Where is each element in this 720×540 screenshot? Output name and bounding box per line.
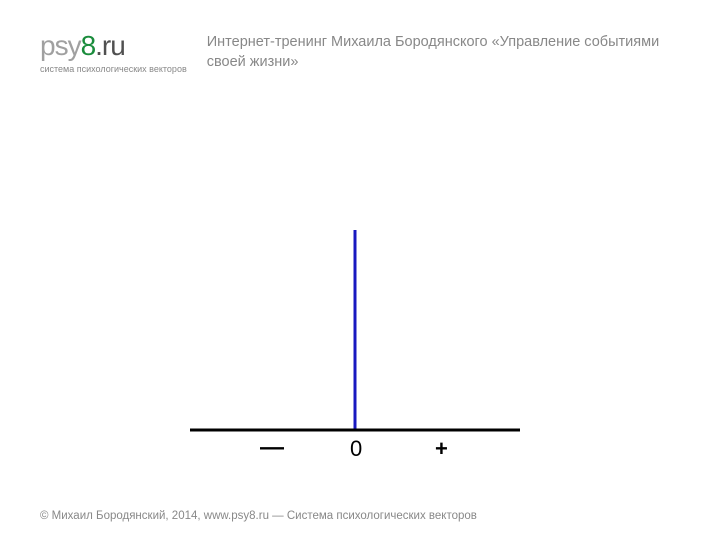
site-logo: psy8.ru система психологических векторов xyxy=(40,30,187,74)
label-plus: + xyxy=(435,436,448,461)
header-subtitle: Интернет-тренинг Михаила Бородянского «У… xyxy=(207,30,680,72)
logo-dotru: .ru xyxy=(95,30,125,62)
axis-diagram: — 0 + xyxy=(190,230,530,470)
footer-text: © Михаил Бородянский, 2014, www.psy8.ru … xyxy=(40,510,477,522)
label-zero: 0 xyxy=(350,436,362,461)
logo-psy: psy xyxy=(40,30,81,62)
logo-eight: 8 xyxy=(81,30,96,62)
axis-svg: — 0 + xyxy=(190,230,530,470)
logo-tagline: система психологических векторов xyxy=(40,64,187,74)
header: psy8.ru система психологических векторов… xyxy=(0,0,720,74)
logo-main: psy8.ru xyxy=(40,30,187,62)
label-minus: — xyxy=(260,434,284,461)
